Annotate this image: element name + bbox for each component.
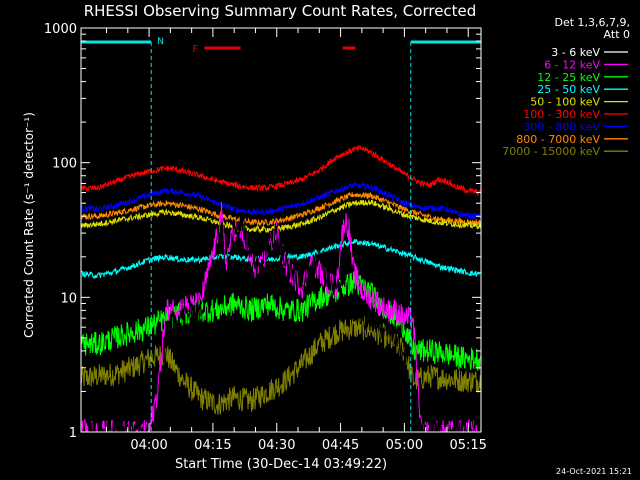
x-tick-label: 05:00 xyxy=(386,438,423,453)
axes-frame xyxy=(80,27,482,433)
legend-entry-label: 3 - 6 keV xyxy=(551,46,600,59)
series-line-7000-15000-kev xyxy=(80,316,482,415)
y-tick-label: 10 xyxy=(60,291,77,306)
series-line-300-800-kev xyxy=(80,180,481,220)
chart-title: RHESSI Observing Summary Count Rates, Co… xyxy=(84,2,477,20)
legend-entry-label: 12 - 25 keV xyxy=(537,71,600,84)
legend-entry-label: 100 - 300 keV xyxy=(523,108,600,121)
legend-entry-label: 50 - 100 keV xyxy=(530,96,600,109)
detector-info-line1: Det 1,3,6,7,9, xyxy=(554,16,630,29)
series-line-100-300-kev xyxy=(80,144,482,197)
series-line-800-7000-kev xyxy=(80,191,482,227)
night-flag-label: N xyxy=(157,37,164,47)
legend-entry-label: 7000 - 15000 keV xyxy=(502,145,600,158)
x-tick-label: 04:30 xyxy=(258,438,295,453)
series-line-3-6-kev xyxy=(80,214,482,434)
y-tick-label: 1000 xyxy=(44,22,77,37)
series-line-50-100-kev xyxy=(80,199,482,234)
x-tick-label: 05:15 xyxy=(449,438,486,453)
x-tick-label: 04:00 xyxy=(130,438,167,453)
footer-date: 24-Oct-2021 15:21 xyxy=(556,467,632,476)
detector-info-line2: Att 0 xyxy=(604,28,630,41)
x-axis-label: Start Time (30-Dec-14 03:49:22) xyxy=(175,457,387,472)
x-tick-label: 04:45 xyxy=(322,438,359,453)
y-tick-label: 100 xyxy=(52,157,77,172)
x-tick-label: 04:15 xyxy=(194,438,231,453)
flare-flag-label: F xyxy=(192,44,198,55)
series-line-12-25-kev xyxy=(80,271,482,371)
y-axis-label: Corrected Count Rate (s⁻¹ detector⁻¹) xyxy=(22,112,36,338)
y-tick-label: 1 xyxy=(69,426,77,441)
legend-entry-label: 300 - 800 keV xyxy=(523,120,600,133)
legend-entry-label: 6 - 12 keV xyxy=(544,58,600,71)
legend-entry-label: 25 - 50 keV xyxy=(537,83,600,96)
legend-entry-label: 800 - 7000 keV xyxy=(516,133,600,146)
axes: N F 1 10 100 1000 04:00 04:15 04:30 04:45 05:00 05:… xyxy=(44,22,487,453)
